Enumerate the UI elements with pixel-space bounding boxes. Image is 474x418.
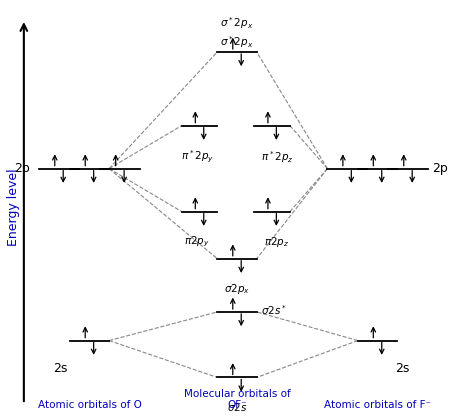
Text: $\pi 2p_z$: $\pi 2p_z$ <box>264 235 290 249</box>
Text: 2p: 2p <box>432 162 448 175</box>
Text: $\sigma 2s$: $\sigma 2s$ <box>227 401 247 413</box>
Text: $\sigma^*2p_x$: $\sigma^*2p_x$ <box>220 34 254 50</box>
Text: $\pi^*2p_y$: $\pi^*2p_y$ <box>181 149 214 165</box>
Text: 2p: 2p <box>14 162 30 175</box>
Text: $\sigma 2s^*$: $\sigma 2s^*$ <box>261 303 287 317</box>
Text: $\pi^*2p_z$: $\pi^*2p_z$ <box>261 149 293 165</box>
Text: Energy level: Energy level <box>7 169 19 246</box>
Text: 2s: 2s <box>53 362 68 375</box>
Text: $\sigma^*2p_x$: $\sigma^*2p_x$ <box>220 15 254 31</box>
Text: $\pi 2p_y$: $\pi 2p_y$ <box>184 235 210 250</box>
Text: Molecular orbitals of
OF⁻: Molecular orbitals of OF⁻ <box>183 389 291 410</box>
Text: Atomic orbitals of O: Atomic orbitals of O <box>37 400 141 410</box>
Text: 2s: 2s <box>395 362 409 375</box>
Text: Atomic orbitals of F⁻: Atomic orbitals of F⁻ <box>324 400 431 410</box>
Text: $\sigma 2p_x$: $\sigma 2p_x$ <box>224 282 250 296</box>
